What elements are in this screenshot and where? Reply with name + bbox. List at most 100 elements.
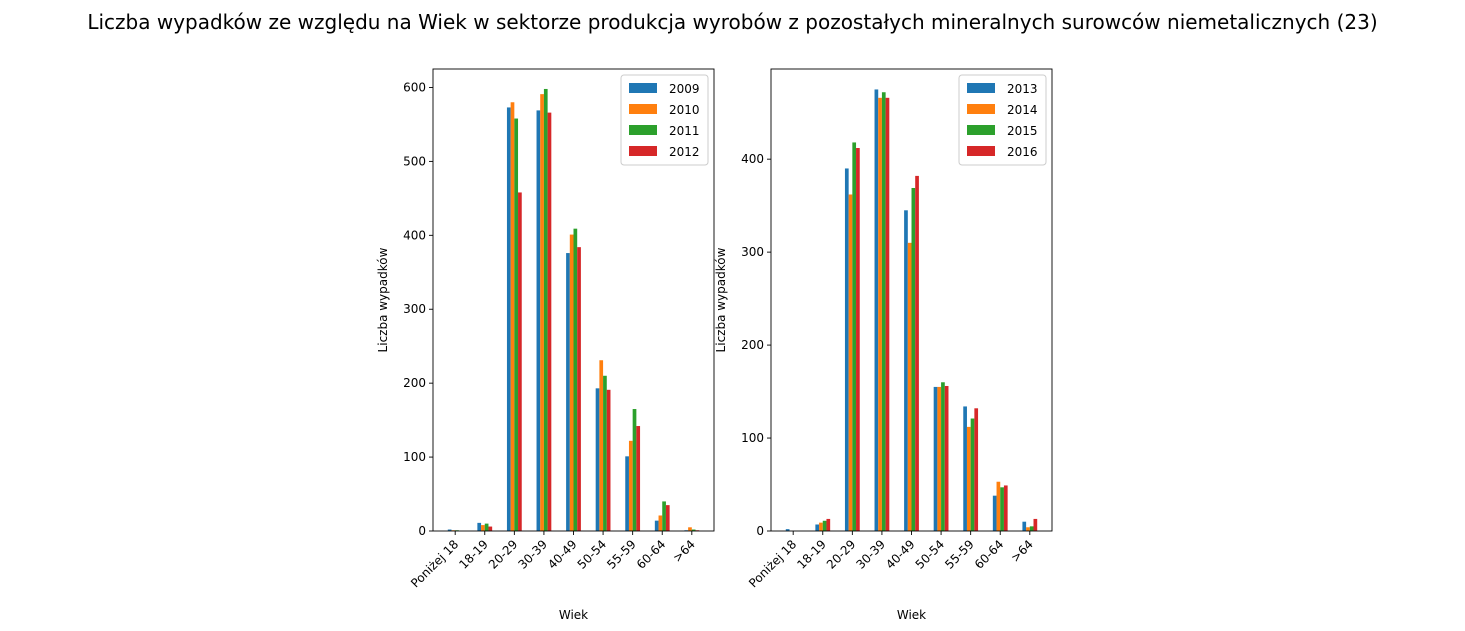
bar-2012-1 — [488, 526, 493, 531]
x-tick-label: 55-59 — [604, 537, 639, 572]
bar-2011-8 — [691, 529, 696, 531]
bar-2009-0 — [447, 529, 452, 531]
legend-swatch-2013 — [967, 83, 995, 93]
x-tick-label: >64 — [670, 537, 698, 565]
bar-2013-2 — [844, 168, 849, 531]
chart-title: Liczba wypadków ze względu na Wiek w sek… — [87, 10, 1378, 34]
y-axis-label: Liczba wypadków — [376, 247, 390, 352]
legend-label-2009: 2009 — [669, 82, 700, 96]
bar-2012-3 — [547, 112, 552, 532]
bar-2016-3 — [885, 97, 890, 531]
legend-swatch-2012 — [629, 146, 657, 156]
x-tick-label: 50-54 — [913, 537, 948, 572]
x-tick-label: 40-49 — [545, 537, 580, 572]
bar-2013-4 — [904, 210, 908, 532]
legend-label-2014: 2014 — [1007, 103, 1038, 117]
bar-2016-7 — [1003, 485, 1008, 531]
legend-box — [958, 74, 1047, 166]
bar-2012-2 — [518, 192, 522, 531]
legend-label-2015: 2015 — [1007, 124, 1038, 138]
bar-2009-6 — [625, 456, 629, 531]
bar-2015-7 — [1000, 487, 1004, 531]
bar-2010-7 — [658, 515, 663, 531]
bar-2009-3 — [536, 110, 541, 532]
x-tick-label: >64 — [1008, 537, 1036, 565]
bar-2010-1 — [481, 525, 485, 531]
x-tick-label: 18-19 — [456, 537, 491, 572]
y-tick-label: 0 — [756, 524, 764, 538]
y-tick-label: 500 — [403, 154, 426, 168]
bar-2014-5 — [937, 386, 942, 531]
x-tick-label: 30-39 — [515, 537, 550, 572]
bar-2013-7 — [992, 495, 997, 531]
legend-swatch-2009 — [629, 83, 657, 93]
y-tick-label: 600 — [403, 80, 426, 94]
bar-2015-8 — [1029, 526, 1034, 531]
bar-2013-5 — [933, 386, 938, 531]
legend-swatch-2014 — [967, 104, 995, 114]
bar-2014-7 — [996, 481, 1001, 531]
bar-2016-6 — [974, 408, 979, 531]
x-tick-label: 20-29 — [486, 537, 521, 572]
x-axis-label: Wiek — [559, 608, 588, 622]
legend-swatch-2016 — [967, 146, 995, 156]
legend-swatch-2010 — [629, 104, 657, 114]
bar-2015-1 — [822, 520, 827, 531]
bar-2012-6 — [636, 426, 641, 531]
legend-swatch-2015 — [967, 125, 995, 135]
legend-label-2011: 2011 — [669, 124, 700, 138]
x-axis-label: Wiek — [897, 608, 926, 622]
bar-2014-6 — [966, 426, 971, 531]
bar-2014-3 — [878, 97, 882, 531]
chart-panel-1: 0 100 200 300 400 500 600 Poniżej 1818-1920-293… — [376, 68, 715, 622]
y-tick-label: 400 — [741, 152, 764, 166]
x-tick-label: 20-29 — [824, 537, 859, 572]
y-tick-label: 200 — [403, 376, 426, 390]
bar-2011-4 — [573, 228, 578, 532]
bar-2016-5 — [944, 385, 949, 531]
x-tick-label: 30-39 — [853, 537, 888, 572]
legend: 2013 2014 2015 2016 — [958, 74, 1047, 166]
bar-2014-1 — [819, 522, 823, 531]
x-tick-label: 55-59 — [942, 537, 977, 572]
bar-2015-5 — [941, 382, 945, 531]
bar-2015-3 — [881, 92, 886, 532]
bar-2015-4 — [911, 187, 916, 532]
legend-label-2010: 2010 — [669, 103, 700, 117]
bar-2010-8 — [688, 527, 692, 531]
y-tick-label: 0 — [418, 524, 426, 538]
legend-label-2013: 2013 — [1007, 82, 1038, 96]
bar-2016-4 — [915, 175, 919, 531]
bar-2010-3 — [540, 94, 544, 531]
bar-2011-6 — [632, 409, 637, 531]
bar-2010-5 — [599, 360, 604, 531]
bar-2009-4 — [566, 253, 570, 531]
bar-2012-5 — [606, 389, 611, 531]
bar-2016-8 — [1033, 518, 1038, 531]
legend-label-2016: 2016 — [1007, 145, 1038, 159]
bar-2009-1 — [477, 522, 482, 531]
y-tick-label: 200 — [741, 338, 764, 352]
bar-2013-1 — [815, 524, 820, 531]
bar-2010-4 — [569, 234, 574, 531]
bar-2012-4 — [577, 247, 581, 531]
bar-2016-2 — [856, 148, 860, 531]
bar-2011-1 — [484, 523, 489, 531]
x-tick-label: Poniżej 18 — [746, 537, 799, 590]
x-tick-label: 50-54 — [575, 537, 610, 572]
legend: 2009 2010 2011 2012 — [620, 74, 709, 166]
legend-label-2012: 2012 — [669, 145, 700, 159]
y-tick-label: 300 — [741, 245, 764, 259]
bar-2014-4 — [907, 242, 912, 531]
bar-2009-5 — [595, 388, 600, 531]
bar-2011-7 — [662, 501, 666, 531]
bar-2013-3 — [874, 89, 879, 531]
bar-2014-8 — [1026, 527, 1030, 531]
x-tick-label: 60-64 — [634, 537, 669, 572]
bar-2015-2 — [852, 142, 857, 531]
bar-2013-6 — [963, 406, 967, 531]
bar-2010-6 — [628, 440, 633, 531]
bar-2010-2 — [510, 102, 515, 531]
x-tick-label: 60-64 — [972, 537, 1007, 572]
